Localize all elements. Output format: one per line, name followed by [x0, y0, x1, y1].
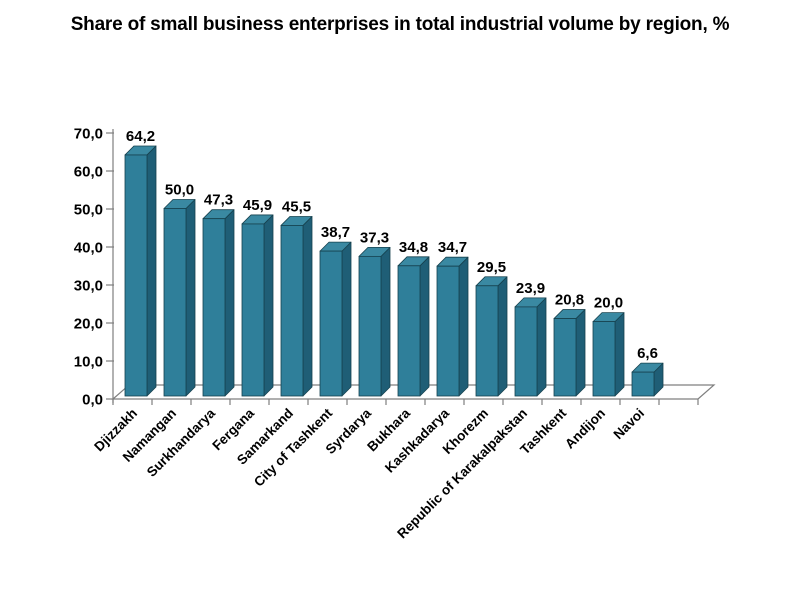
- value-label: 29,5: [477, 259, 506, 276]
- chart-title: Share of small business enterprises in t…: [70, 14, 730, 35]
- bar-side-face: [536, 297, 547, 397]
- bar-side-face: [497, 276, 508, 397]
- bar-front-face: [514, 306, 538, 397]
- value-label: 34,8: [399, 239, 428, 256]
- bar-front-face: [241, 223, 265, 397]
- bar-front-face: [553, 318, 577, 397]
- bar-side-face: [575, 309, 586, 397]
- value-label: 23,9: [516, 280, 545, 297]
- y-tick-label: 50,0: [74, 202, 103, 219]
- category-label: Navoi: [611, 406, 648, 443]
- y-tick-label: 60,0: [74, 164, 103, 181]
- value-label: 45,5: [282, 198, 311, 215]
- bar-side-face: [341, 241, 352, 397]
- bar-front-face: [592, 321, 616, 397]
- value-label: 20,0: [594, 295, 623, 312]
- value-label: 45,9: [243, 197, 272, 214]
- category-label: Andijon: [562, 406, 608, 452]
- plot-area: 0,010,020,030,040,050,060,070,0 64,2Djizz…: [74, 126, 716, 541]
- bar-front-face: [280, 225, 304, 397]
- bar-side-face: [185, 199, 196, 397]
- y-tick-label: 10,0: [74, 354, 103, 371]
- bar-front-face: [124, 154, 148, 397]
- value-label: 64,2: [126, 128, 155, 145]
- y-tick-label: 20,0: [74, 316, 103, 333]
- bar-side-face: [146, 145, 157, 397]
- bar-front-face: [631, 371, 655, 397]
- value-label: 37,3: [360, 229, 389, 246]
- bar-side-face: [458, 256, 469, 397]
- bar-side-face: [380, 246, 391, 397]
- bar-front-face: [163, 208, 187, 397]
- value-label: 34,7: [438, 239, 467, 256]
- value-label: 20,8: [555, 292, 584, 309]
- bar-front-face: [358, 255, 382, 397]
- y-tick-label: 40,0: [74, 240, 103, 257]
- value-label: 6,6: [637, 345, 658, 362]
- bar-side-face: [614, 312, 625, 397]
- bar-side-face: [302, 216, 313, 397]
- bar-front-face: [319, 250, 343, 397]
- value-label: 38,7: [321, 224, 350, 241]
- y-tick-label: 0,0: [82, 392, 103, 409]
- category-label: Surkhandarya: [144, 405, 219, 480]
- bar-front-face: [202, 218, 226, 397]
- y-tick-label: 30,0: [74, 278, 103, 295]
- bar-front-face: [397, 265, 421, 397]
- y-tick-label: 70,0: [74, 126, 103, 143]
- bar-front-face: [436, 265, 460, 397]
- value-label: 47,3: [204, 192, 233, 209]
- value-label: 50,0: [165, 182, 194, 199]
- bar-front-face: [475, 285, 499, 397]
- bar-side-face: [263, 214, 274, 397]
- bar-side-face: [419, 256, 430, 397]
- bar-side-face: [224, 209, 235, 397]
